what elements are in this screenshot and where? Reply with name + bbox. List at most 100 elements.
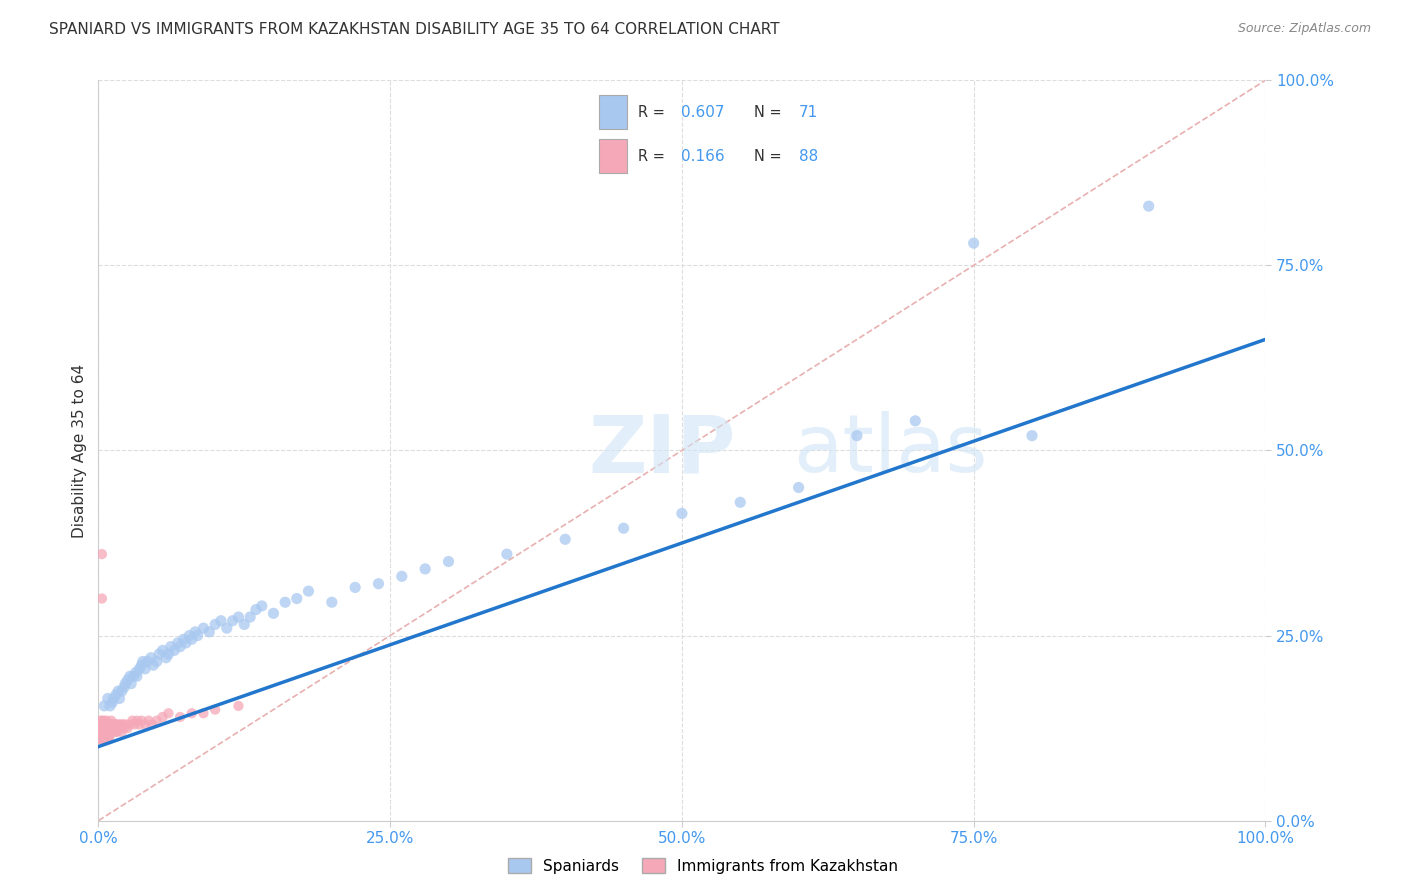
Point: [94, 729, 117, 743]
Point: [90, 721, 112, 735]
Point: [128, 717, 150, 731]
Point: [93, 721, 115, 735]
Point: [105, 724, 128, 739]
Point: [193, 621, 215, 635]
Text: Source: ZipAtlas.com: Source: ZipAtlas.com: [1237, 22, 1371, 36]
Point: [104, 717, 127, 731]
FancyBboxPatch shape: [599, 95, 627, 129]
Point: [117, 721, 139, 735]
Point: [101, 717, 124, 731]
Point: [180, 706, 202, 721]
Point: [111, 717, 134, 731]
Point: [97, 721, 120, 735]
Point: [97, 732, 120, 747]
Point: [671, 507, 693, 521]
Point: [107, 717, 129, 731]
Point: [124, 717, 146, 731]
Point: [90, 729, 112, 743]
Point: [90, 724, 112, 739]
Point: [103, 724, 125, 739]
Point: [101, 695, 124, 709]
Point: [97, 729, 120, 743]
Point: [96, 714, 118, 728]
Point: [262, 607, 284, 621]
Point: [90, 729, 112, 743]
Point: [101, 724, 124, 739]
Point: [159, 640, 181, 654]
Point: [221, 614, 243, 628]
Point: [250, 599, 273, 613]
Point: [209, 614, 232, 628]
Point: [90, 717, 112, 731]
Point: [125, 714, 148, 728]
Point: [111, 684, 134, 698]
Point: [152, 643, 174, 657]
Point: [233, 617, 256, 632]
Point: [91, 732, 114, 747]
Point: [108, 721, 131, 735]
Point: [114, 676, 136, 690]
Point: [90, 717, 112, 731]
Point: [97, 717, 120, 731]
Point: [146, 655, 169, 669]
Point: [111, 724, 134, 739]
Point: [321, 595, 343, 609]
Point: [125, 669, 148, 683]
Point: [136, 655, 159, 669]
Point: [91, 724, 114, 739]
Point: [98, 724, 121, 739]
Point: [89, 729, 111, 743]
Point: [142, 658, 165, 673]
Text: N =: N =: [754, 149, 786, 163]
Point: [437, 555, 460, 569]
Point: [93, 729, 115, 743]
Point: [97, 717, 120, 731]
Point: [367, 576, 389, 591]
Point: [103, 691, 125, 706]
Point: [90, 714, 112, 728]
Point: [157, 647, 180, 661]
Point: [89, 732, 111, 747]
Point: [215, 621, 238, 635]
Point: [146, 714, 169, 728]
Legend: Spaniards, Immigrants from Kazakhstan: Spaniards, Immigrants from Kazakhstan: [502, 852, 904, 880]
Point: [103, 717, 125, 731]
Point: [228, 698, 250, 713]
Point: [93, 732, 115, 747]
Point: [496, 547, 519, 561]
Point: [120, 676, 142, 690]
Point: [391, 569, 413, 583]
Point: [122, 669, 145, 683]
Point: [613, 521, 636, 535]
Point: [97, 724, 120, 739]
Point: [180, 632, 202, 647]
Point: [155, 650, 177, 665]
Point: [96, 721, 118, 735]
Point: [93, 724, 115, 739]
Point: [96, 732, 118, 747]
Point: [157, 706, 180, 721]
Point: [93, 698, 115, 713]
Point: [90, 714, 112, 728]
Point: [108, 691, 131, 706]
Point: [104, 724, 127, 739]
Point: [166, 636, 188, 650]
Point: [90, 724, 112, 739]
Point: [163, 643, 186, 657]
Point: [94, 717, 117, 731]
Text: atlas: atlas: [793, 411, 987, 490]
Point: [179, 628, 201, 642]
Point: [787, 480, 810, 494]
Point: [90, 547, 112, 561]
Point: [104, 717, 127, 731]
Point: [94, 729, 117, 743]
Point: [91, 721, 114, 735]
Point: [98, 698, 121, 713]
Point: [112, 721, 135, 735]
Point: [131, 658, 153, 673]
Point: [187, 628, 209, 642]
Point: [413, 562, 436, 576]
Point: [90, 721, 112, 735]
Point: [193, 706, 215, 721]
Point: [148, 647, 170, 661]
